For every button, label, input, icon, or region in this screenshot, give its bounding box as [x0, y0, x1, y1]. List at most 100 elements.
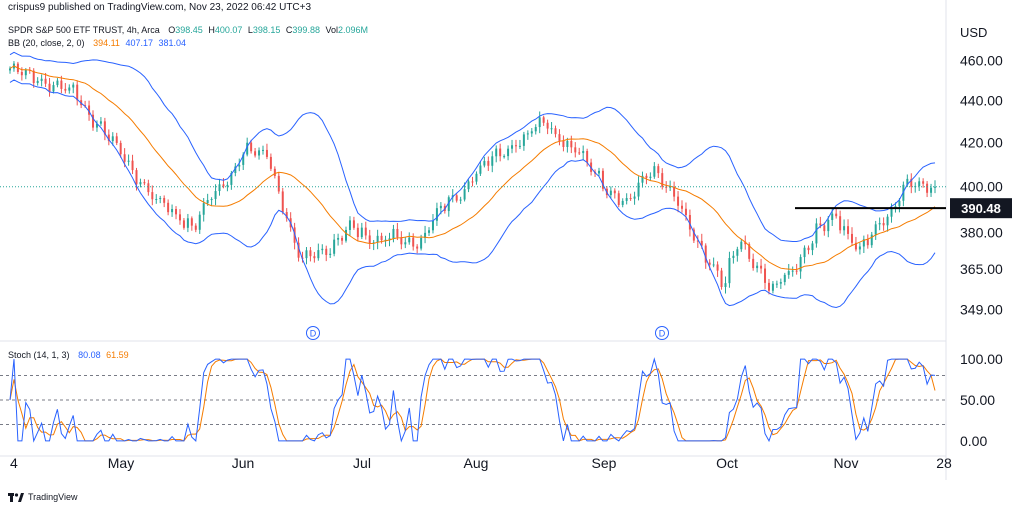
candle-body — [182, 220, 185, 228]
candle-body — [88, 105, 91, 115]
candle-body — [269, 156, 272, 169]
candle-body — [20, 71, 23, 76]
candle-body — [771, 283, 774, 291]
candle-body — [850, 233, 853, 243]
candle-body — [194, 225, 197, 230]
price-label-text: 390.48 — [961, 201, 1001, 216]
candle-body — [412, 237, 415, 247]
dividend-marker[interactable] — [306, 326, 320, 340]
candle-body — [736, 249, 739, 256]
candle-body — [645, 175, 648, 178]
candle-body — [835, 213, 838, 217]
y-tick-label: 460.00 — [960, 53, 1003, 69]
candle-body — [155, 198, 158, 200]
candle-body — [673, 186, 676, 197]
footer-brand: TradingView — [28, 492, 78, 502]
candle-body — [854, 242, 857, 250]
open-label: O — [168, 25, 176, 35]
candle-body — [811, 243, 814, 251]
candle-body — [570, 140, 573, 148]
bb-basis-line — [9, 65, 936, 271]
candle-body — [111, 136, 114, 142]
candle-body — [143, 182, 146, 184]
stoch-y-tick-label: 0.00 — [960, 433, 987, 449]
candle-body — [135, 170, 138, 185]
x-tick-label: May — [108, 455, 134, 471]
candle-body — [317, 250, 320, 259]
x-tick-label: 28 — [936, 455, 952, 471]
candle-body — [242, 154, 245, 165]
candle-body — [574, 147, 577, 153]
low-value: 398.15 — [252, 25, 281, 35]
dividend-marker[interactable] — [655, 326, 669, 340]
candle-body — [175, 209, 178, 215]
candle-body — [847, 226, 850, 234]
bb-basis-value: 394.11 — [93, 38, 120, 48]
candle-body — [119, 142, 122, 155]
stoch-d-value: 61.59 — [106, 350, 129, 360]
candle-body — [273, 168, 276, 176]
y-tick-label: 420.00 — [960, 135, 1003, 151]
candle-body — [325, 248, 328, 255]
candle-body — [621, 200, 624, 205]
candle-body — [827, 220, 830, 232]
candle-body — [364, 227, 367, 236]
candle-body — [44, 78, 47, 84]
candle-body — [376, 235, 379, 243]
currency-label: USD — [960, 25, 988, 40]
candle-body — [609, 190, 612, 196]
candle-body — [321, 248, 324, 251]
candle-body — [178, 214, 181, 221]
candle-body — [657, 166, 660, 174]
candle-body — [787, 271, 790, 275]
candle-body — [246, 142, 249, 155]
candle-body — [352, 220, 355, 228]
candle-body — [566, 140, 569, 147]
candle-body — [416, 246, 419, 249]
candle-body — [277, 175, 280, 192]
candle-body — [633, 196, 636, 199]
low-label: L — [247, 25, 253, 35]
candle-body — [483, 160, 486, 166]
candle-body — [586, 150, 589, 163]
candle-body — [107, 134, 110, 142]
symbol-legend: SPDR S&P 500 ETF TRUST, 4h, Arca O398.45… — [8, 25, 368, 35]
candle-body — [127, 160, 130, 162]
y-tick-label: 440.00 — [960, 93, 1003, 109]
candle-body — [428, 230, 431, 233]
candle-body — [712, 264, 715, 266]
x-tick-label: Jul — [353, 455, 371, 471]
candle-body — [704, 245, 707, 263]
candle-body — [542, 117, 545, 123]
candle-body — [906, 178, 909, 185]
y-tick-label: 349.00 — [960, 301, 1003, 317]
candle-body — [843, 226, 846, 231]
x-tick-label: Nov — [834, 455, 859, 471]
stoch-label: Stoch (14, 1, 3) — [8, 350, 70, 360]
candle-body — [819, 223, 822, 226]
candle-body — [250, 142, 253, 152]
candle-body — [9, 68, 11, 71]
candle-body — [36, 80, 39, 84]
candle-body — [558, 134, 561, 141]
candle-body — [700, 240, 703, 246]
candle-body — [538, 117, 541, 128]
candle-body — [870, 234, 873, 246]
candle-body — [862, 239, 865, 247]
candle-body — [439, 205, 442, 209]
x-tick-label: Jun — [232, 455, 255, 471]
candle-body — [775, 283, 778, 285]
candle-body — [337, 237, 340, 240]
candle-body — [206, 200, 209, 204]
candle-body — [198, 214, 201, 230]
candle-body — [159, 198, 162, 200]
attribution-text: crispus9 published on TradingView.com, N… — [8, 2, 312, 13]
tradingview-logo-icon — [8, 492, 24, 502]
candle-body — [163, 198, 166, 203]
candle-body — [388, 238, 391, 240]
candle-body — [210, 199, 213, 201]
candle-body — [550, 128, 553, 130]
candle-body — [748, 244, 751, 259]
symbol-name: SPDR S&P 500 ETF TRUST, 4h, Arca — [8, 25, 160, 35]
